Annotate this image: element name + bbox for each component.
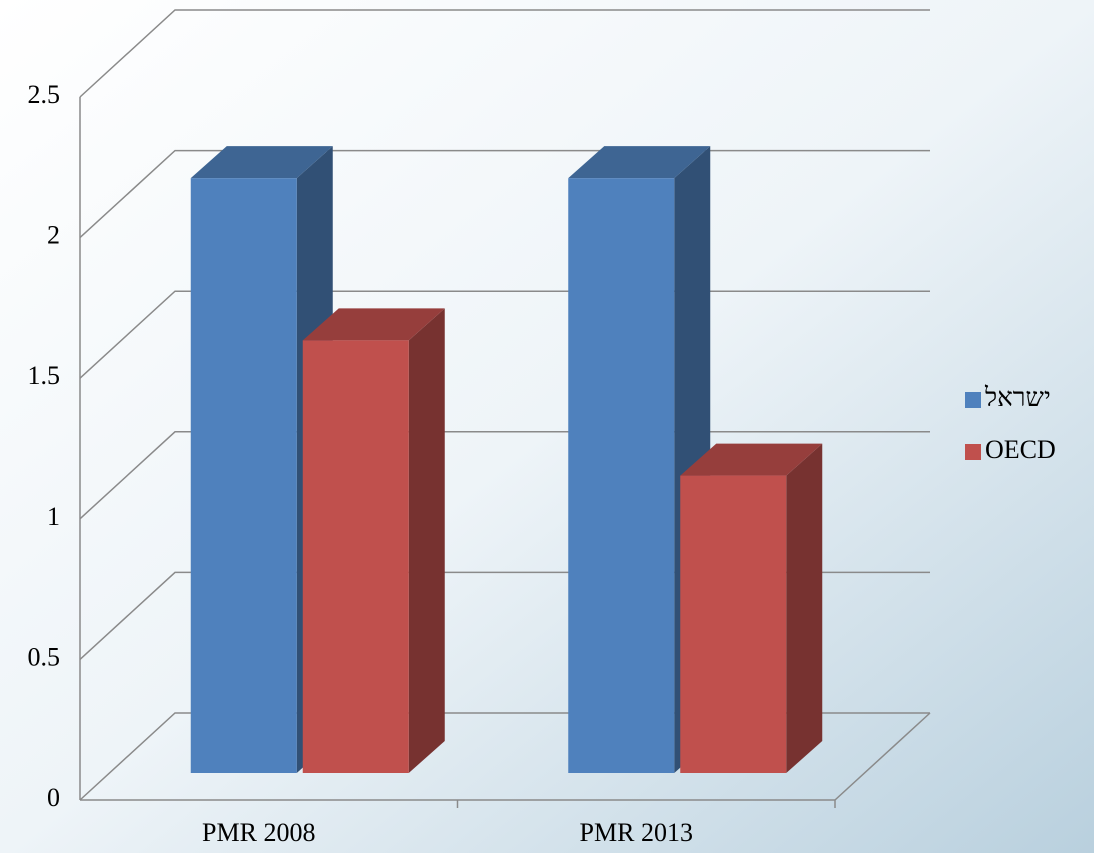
bar-top bbox=[302, 308, 445, 341]
bar-top bbox=[568, 146, 711, 179]
floor-edge bbox=[834, 712, 931, 801]
legend-swatch bbox=[965, 392, 981, 408]
bar bbox=[568, 178, 675, 774]
bar bbox=[302, 340, 409, 773]
bar-top bbox=[190, 146, 333, 179]
bar-side bbox=[786, 443, 823, 773]
bar-side bbox=[408, 308, 445, 773]
x-tick-label: PMR 2013 bbox=[580, 818, 693, 847]
y-tick-label: 2 bbox=[47, 221, 60, 250]
y-tick-label: 0 bbox=[47, 783, 60, 812]
y-tick-label: 1.5 bbox=[28, 361, 61, 390]
y-tick-label: 2.5 bbox=[28, 80, 61, 109]
bar bbox=[190, 178, 297, 774]
y-tick-label: 1 bbox=[47, 502, 60, 531]
bar bbox=[680, 475, 787, 773]
bar-top bbox=[680, 443, 823, 476]
legend-label: ישראל bbox=[984, 383, 1051, 412]
x-tick-label: PMR 2008 bbox=[202, 818, 315, 847]
y-tick-label: 0.5 bbox=[28, 642, 61, 671]
grid-line bbox=[79, 9, 930, 98]
legend-label: OECD bbox=[985, 435, 1056, 464]
legend-swatch bbox=[965, 444, 981, 460]
